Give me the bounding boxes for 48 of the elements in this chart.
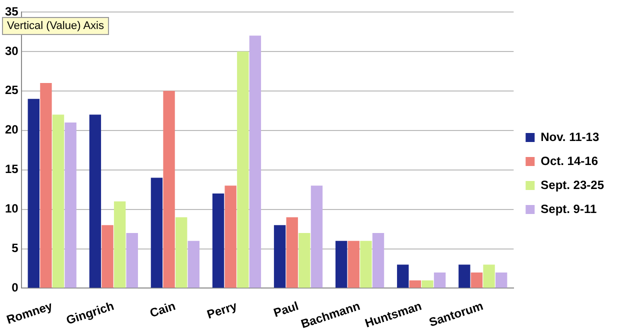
- bar: [335, 240, 348, 288]
- bar: [397, 264, 409, 288]
- bar: [483, 264, 495, 288]
- bar: [274, 225, 286, 288]
- bar: [52, 114, 64, 288]
- y-tick-label: 35: [4, 4, 19, 18]
- y-tick-label: 5: [12, 241, 19, 256]
- legend-label: Oct. 14-16: [540, 154, 598, 168]
- bar: [40, 83, 52, 288]
- bar: [212, 194, 224, 288]
- bar: [372, 233, 384, 288]
- bar: [434, 272, 446, 288]
- bar: [163, 90, 175, 288]
- x-tick-label: Perry: [205, 298, 239, 322]
- x-tick-label: Cain: [148, 298, 178, 320]
- bar: [150, 178, 163, 288]
- bar: [470, 272, 483, 288]
- bar: [249, 36, 262, 288]
- bar: [126, 233, 138, 288]
- bar: [224, 186, 236, 288]
- bar: [310, 186, 323, 288]
- y-tick-label: 25: [4, 83, 19, 98]
- y-tick-label: 10: [4, 202, 19, 216]
- bar: [409, 280, 422, 288]
- bar: [348, 240, 360, 288]
- bar: [360, 240, 372, 288]
- legend-label: Sept. 9-11: [540, 202, 597, 216]
- bar: [89, 114, 102, 288]
- bar: [298, 233, 310, 288]
- y-tick-label: 15: [4, 162, 19, 176]
- y-tick-label: 0: [12, 280, 19, 295]
- bar: [458, 264, 470, 288]
- y-tick-label: 30: [4, 44, 19, 58]
- bar: [237, 51, 249, 288]
- bar: [422, 280, 434, 288]
- bar: [188, 240, 200, 288]
- bar: [28, 98, 40, 288]
- bar: [286, 217, 298, 288]
- bar: [175, 217, 188, 288]
- legend-label: Nov. 11-13: [540, 130, 600, 144]
- x-tick-label: Paul: [272, 298, 300, 320]
- annotation: Vertical (Value) Axis: [2, 17, 110, 35]
- bar: [102, 225, 114, 288]
- bar: [64, 122, 76, 288]
- bar: [114, 201, 126, 288]
- y-tick-label: 20: [4, 122, 19, 137]
- legend-label: Sept. 23-25: [540, 178, 604, 192]
- bar: [495, 272, 508, 288]
